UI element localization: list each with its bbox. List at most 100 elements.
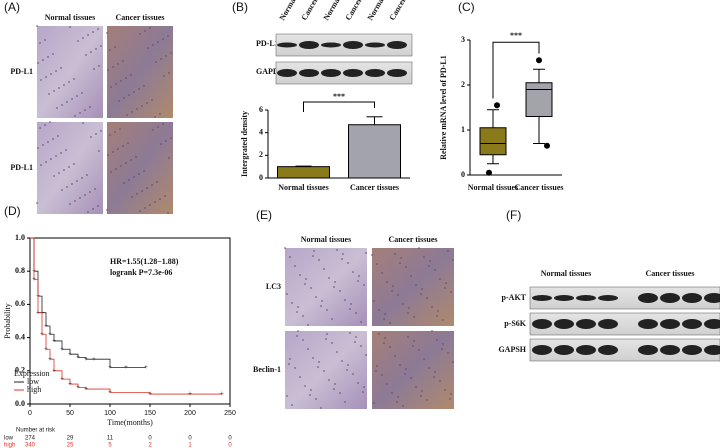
x-axis-label: Time(months): [107, 418, 153, 427]
cell-dot: [107, 69, 109, 71]
cell-dot: [81, 177, 83, 179]
cell-dot: [318, 361, 320, 363]
cell-dot: [53, 90, 55, 92]
cell-dot: [334, 281, 336, 283]
blot: [529, 338, 720, 362]
cell-dot: [36, 202, 38, 204]
y-tick-label: 0.2: [15, 366, 25, 375]
cell-dot: [402, 303, 404, 305]
cell-dot: [90, 51, 92, 53]
cell-dot: [452, 361, 454, 363]
cell-dot: [441, 348, 443, 350]
band: [704, 345, 720, 355]
cell-dot: [360, 321, 362, 323]
cell-dot: [381, 374, 383, 376]
censor-mark: +: [148, 390, 152, 398]
band: [343, 41, 363, 49]
cell-dot: [288, 363, 290, 365]
cell-dot: [378, 333, 380, 335]
cell-dot: [118, 100, 120, 102]
cell-dot: [76, 95, 78, 97]
cell-dot: [73, 163, 75, 165]
cell-dot: [133, 176, 135, 178]
cell-dot: [125, 162, 127, 164]
cell-dot: [394, 355, 396, 357]
cell-dot: [423, 358, 425, 360]
survival-curve: [30, 237, 222, 395]
cell-dot: [373, 300, 375, 302]
cell-dot: [141, 105, 143, 107]
risk-count: 25: [67, 443, 74, 448]
cell-dot: [346, 369, 348, 371]
cell-dot: [149, 27, 151, 29]
cell-dot: [85, 54, 87, 56]
cell-dot: [66, 101, 68, 103]
band: [299, 69, 319, 77]
cell-dot: [286, 395, 288, 397]
cell-dot: [56, 107, 58, 109]
cell-dot: [412, 345, 414, 347]
band: [343, 69, 363, 77]
cell-dot: [58, 87, 60, 89]
censor-mark: +: [44, 322, 48, 330]
cell-dot: [157, 41, 159, 43]
cell-dot: [418, 349, 420, 351]
risk-count: 1: [188, 443, 192, 448]
cell-dot: [302, 315, 304, 317]
cell-dot: [410, 377, 412, 379]
cell-dot: [128, 179, 130, 181]
row-label: Beclin-1: [253, 365, 281, 374]
cell-dot: [117, 148, 119, 150]
cell-dot: [391, 290, 393, 292]
annotation: ***: [333, 92, 345, 101]
cell-dot: [445, 282, 447, 284]
y-axis-label: Intergrated density: [240, 111, 249, 177]
cell-dot: [114, 46, 116, 48]
cell-dot: [420, 293, 422, 295]
x-tick-label: Normal tissues: [468, 183, 518, 192]
censor-mark: +: [108, 363, 112, 371]
cell-dot: [386, 281, 388, 283]
cell-dot: [376, 365, 378, 367]
y-tick-label: 4: [259, 127, 263, 136]
cell-dot: [447, 250, 449, 252]
y-tick-label: 0.8: [15, 266, 25, 275]
cell-dot: [97, 28, 99, 30]
cell-dot: [431, 330, 433, 332]
cell-dot: [125, 77, 127, 79]
censor-mark: +: [60, 345, 64, 353]
cell-dot: [294, 265, 296, 267]
band: [277, 69, 297, 77]
annotation: HR=1.55(1.28−1.88): [110, 257, 179, 266]
x-tick-label: 250: [224, 410, 236, 417]
censor-mark: +: [84, 385, 88, 393]
cell-dot: [407, 312, 409, 314]
cell-dot: [71, 183, 73, 185]
cell-dot: [168, 72, 170, 74]
band: [532, 345, 552, 355]
cell-dot: [39, 42, 41, 44]
cell-dot: [405, 368, 407, 370]
band: [554, 319, 574, 329]
cell-dot: [144, 30, 146, 32]
band: [365, 69, 385, 77]
panel-label: (C): [458, 0, 475, 14]
cell-dot: [60, 152, 62, 154]
cell-dot: [310, 389, 312, 391]
legend-label: high: [27, 385, 41, 394]
cell-dot: [61, 189, 63, 191]
column-header: Normal tissues: [301, 235, 351, 244]
cell-dot: [399, 262, 401, 264]
cell-dot: [128, 94, 130, 96]
cell-dot: [90, 136, 92, 138]
risk-count: 0: [148, 436, 152, 442]
cell-dot: [65, 149, 67, 151]
risk-count: 340: [25, 443, 36, 448]
cell-dot: [363, 284, 365, 286]
cell-dot: [112, 66, 114, 68]
cell-dot: [37, 62, 39, 64]
cell-dot: [100, 130, 102, 132]
cell-dot: [107, 154, 109, 156]
cell-dot: [151, 99, 153, 101]
cell-dot: [429, 260, 431, 262]
